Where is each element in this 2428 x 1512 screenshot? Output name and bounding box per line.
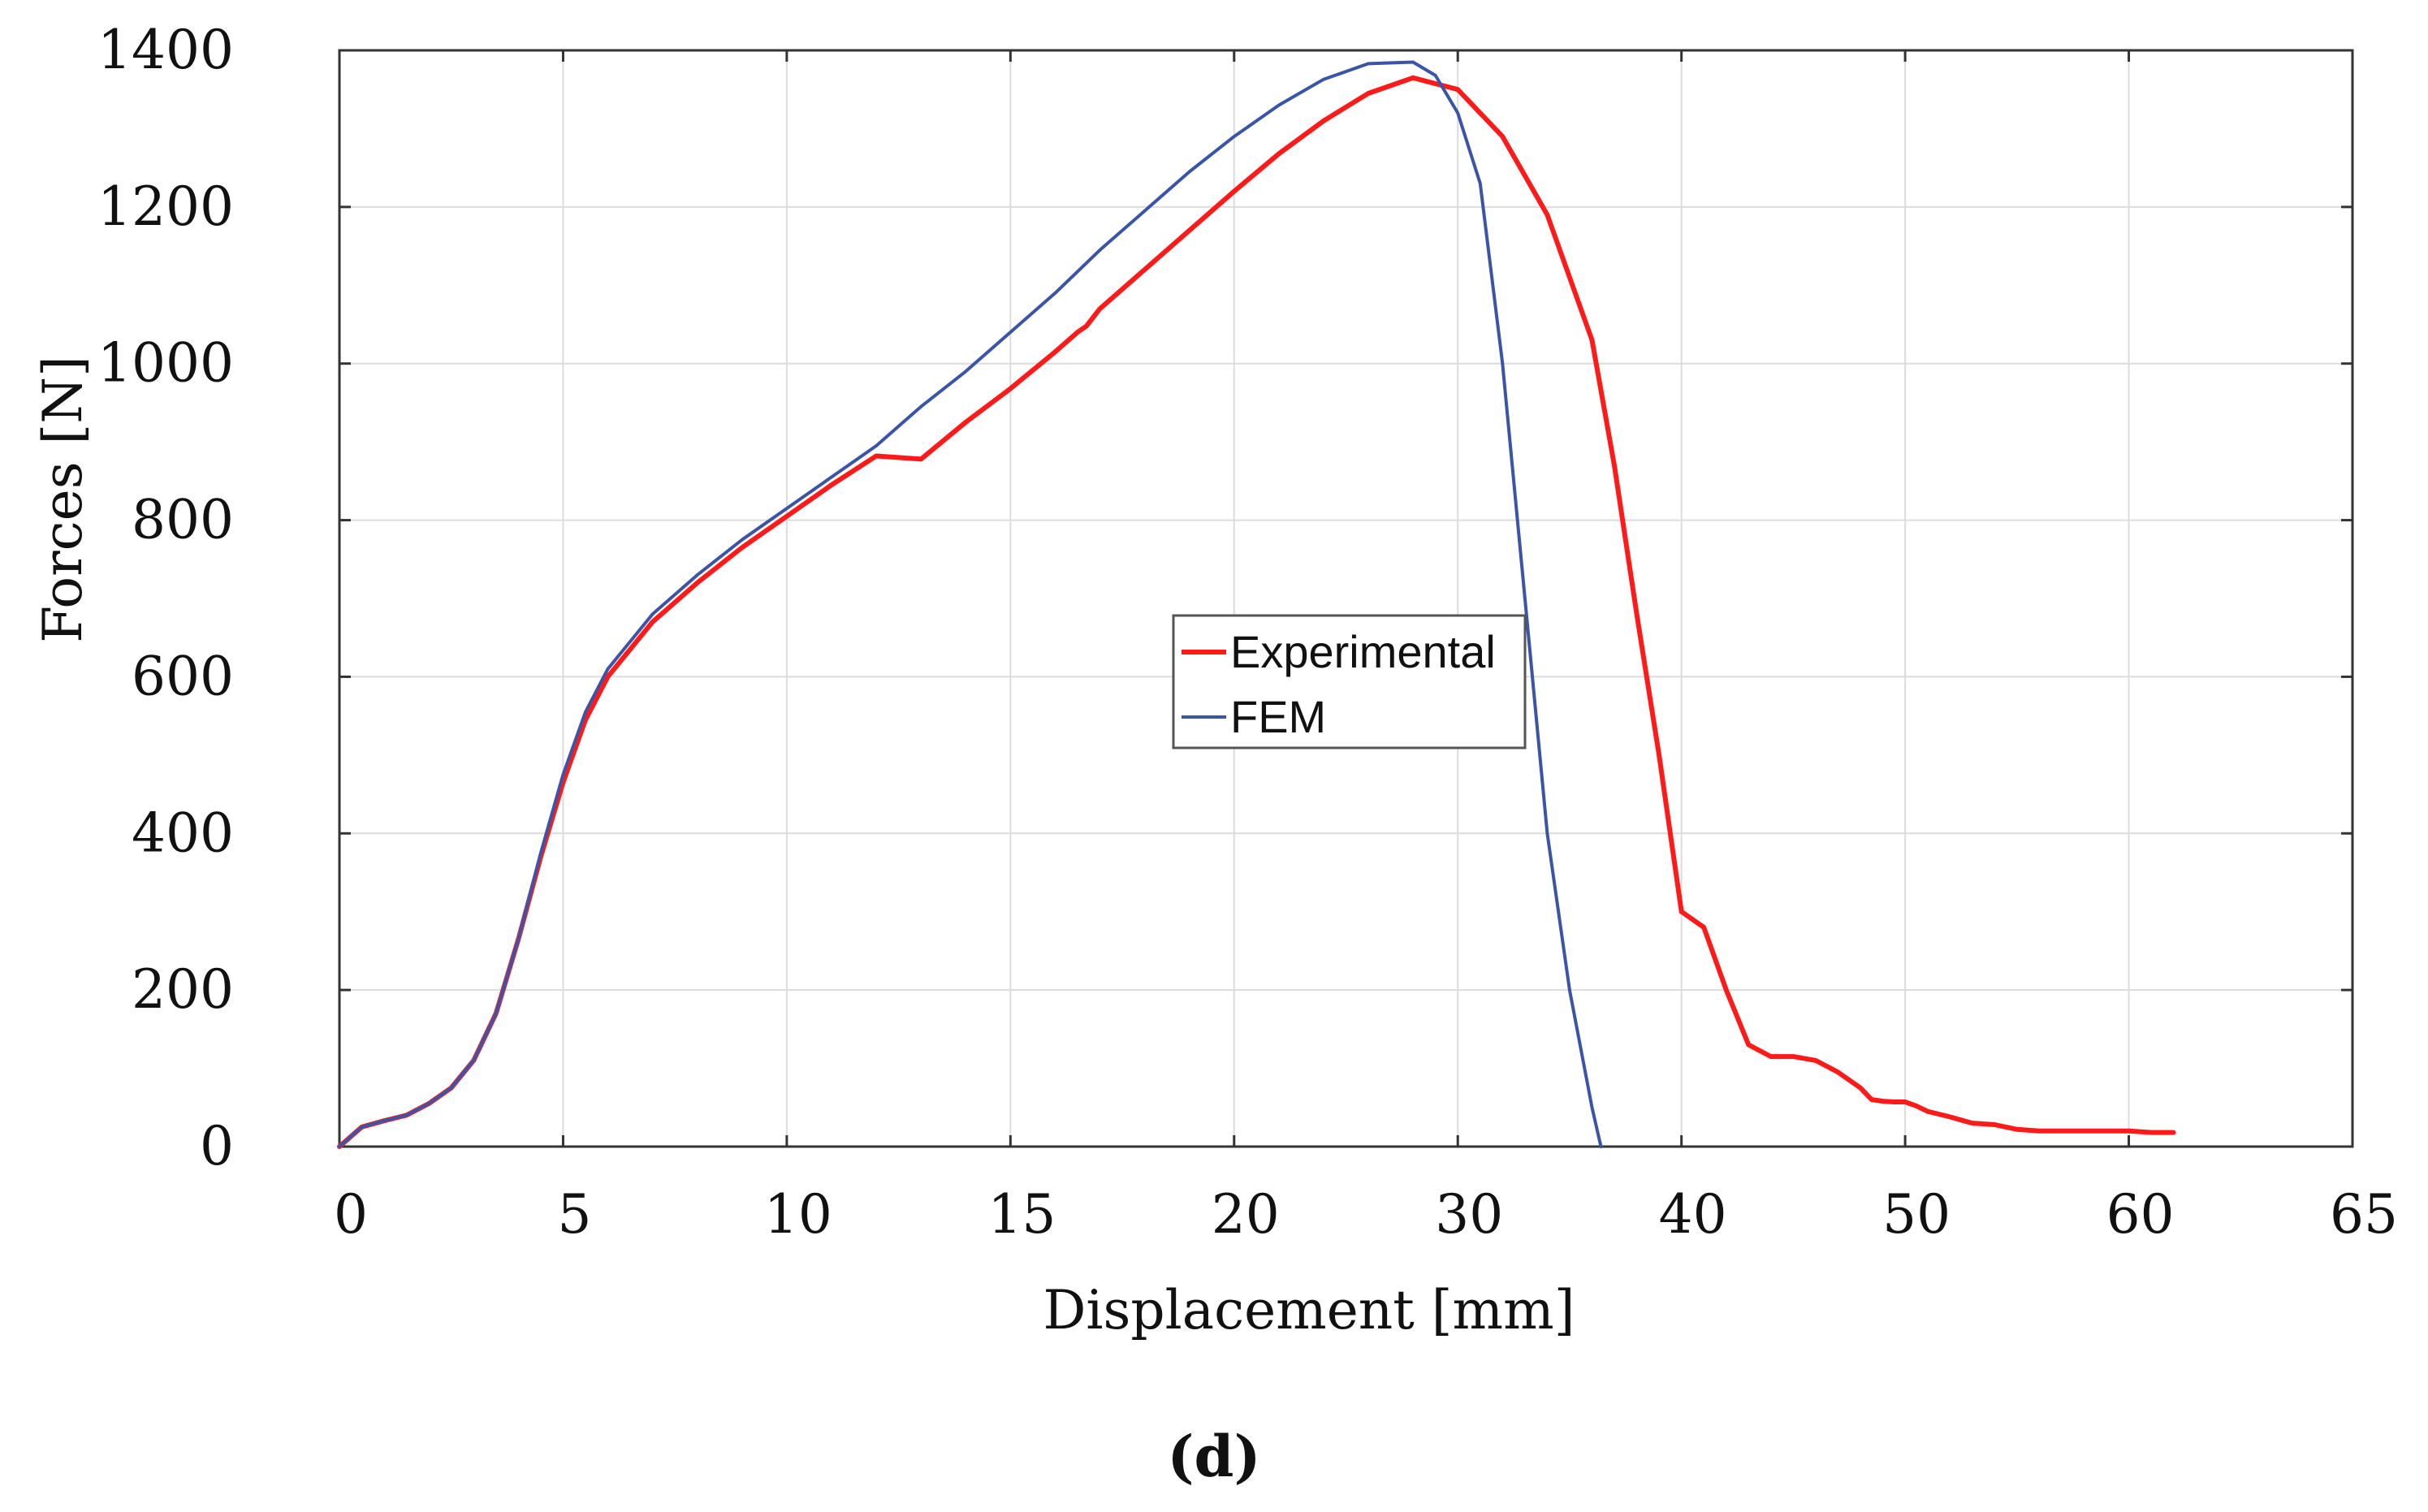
x-axis-title: Displacement [mm] — [1043, 1279, 1575, 1341]
x-tick-label: 20 — [1212, 1183, 1280, 1246]
x-tick-label: 40 — [1659, 1183, 1727, 1246]
x-tick-label: 10 — [764, 1183, 832, 1246]
legend-label-experimental: Experimental — [1230, 626, 1496, 677]
y-tick-label: 600 — [132, 645, 234, 707]
tick-labels: 0 5 10 15 20 30 40 50 60 65 0 200 400 600 800 1000 1200 1… — [97, 19, 2398, 1246]
x-tick-label: 15 — [987, 1183, 1056, 1246]
y-tick-label: 200 — [132, 958, 234, 1021]
y-tick-label: 800 — [132, 489, 234, 551]
legend-box — [1172, 614, 1527, 750]
y-tick-label: 400 — [132, 801, 234, 864]
y-tick-label: 1000 — [97, 332, 234, 395]
x-tick-label: 5 — [557, 1183, 591, 1246]
legend-label-fem: FEM — [1230, 691, 1326, 742]
y-axis-title: Forces [N] — [32, 356, 94, 643]
axis-ticks — [338, 49, 2354, 1148]
grid — [339, 50, 2353, 1147]
panel-label: (d) — [1167, 1423, 1260, 1490]
series-layer — [337, 60, 2176, 1149]
y-tick-label: 1200 — [97, 175, 234, 238]
series-line-experimental — [337, 75, 2176, 1149]
x-tick-label: 60 — [2106, 1183, 2175, 1246]
y-tick-label: 0 — [200, 1115, 234, 1177]
legend: Experimental FEM — [1172, 614, 1527, 750]
series-line-fem — [338, 60, 1603, 1148]
x-tick-label: 0 — [334, 1183, 368, 1246]
x-tick-label: 50 — [1882, 1183, 1951, 1246]
y-tick-label: 1400 — [97, 19, 234, 81]
x-tick-label: 65 — [2330, 1183, 2398, 1246]
plot-frame — [338, 49, 2354, 1148]
x-tick-label: 30 — [1435, 1183, 1503, 1246]
